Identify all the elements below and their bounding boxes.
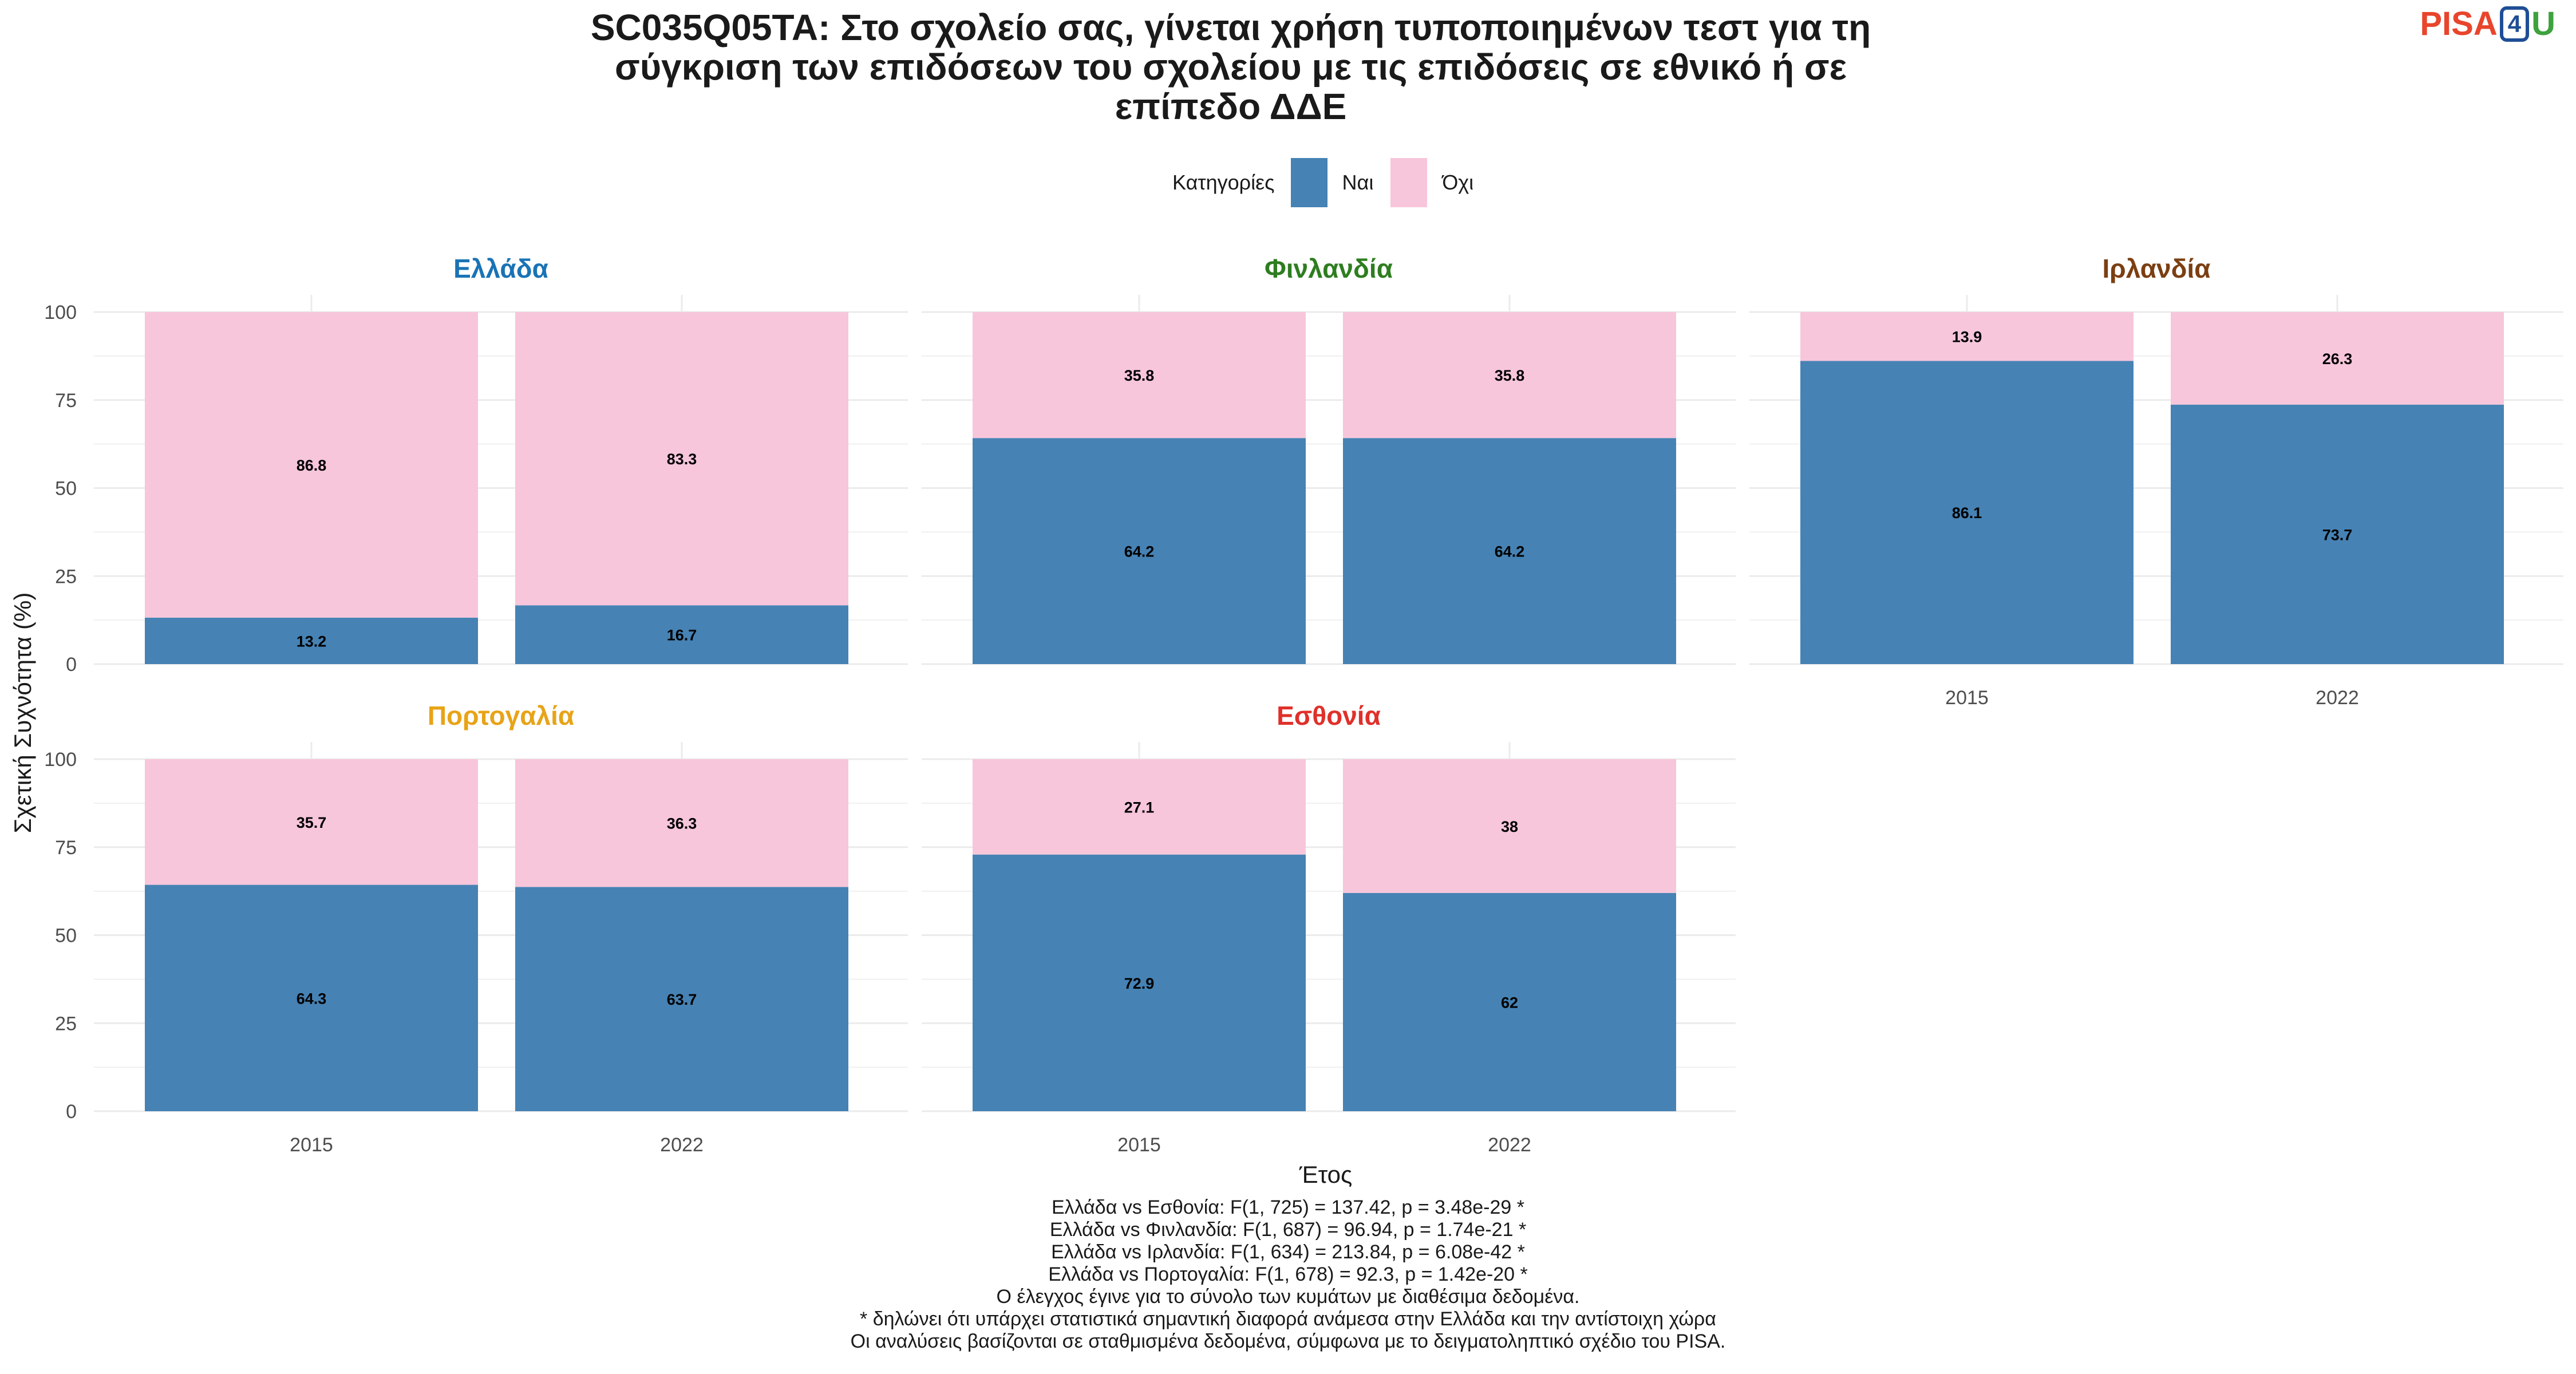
bar-segment-nai (145, 617, 478, 664)
logo-text-pisa: PISA (2420, 5, 2498, 42)
y-tick-label: 75 (55, 390, 77, 412)
bar-segment-nai (2171, 404, 2504, 664)
data-label: 35.7 (297, 814, 327, 831)
legend-key-nai (1290, 158, 1327, 207)
data-label: 83.3 (667, 451, 697, 468)
data-label: 63.7 (667, 991, 697, 1008)
x-tick-label: 2022 (1488, 1134, 1531, 1156)
y-tick-label: 25 (55, 1013, 77, 1035)
data-label: 64.2 (1495, 543, 1525, 560)
bar-segment-oxi (2171, 312, 2504, 405)
panel-title: Πορτογαλία (428, 701, 574, 731)
y-tick-label: 100 (44, 302, 77, 323)
bar-segment-nai (1800, 361, 2134, 664)
data-label: 27.1 (1124, 799, 1155, 816)
data-label: 16.7 (667, 627, 697, 644)
bar-segment-oxi (973, 759, 1306, 855)
bar-segment-oxi (973, 312, 1306, 439)
data-label: 38 (1501, 818, 1518, 835)
bar-segment-nai (973, 438, 1306, 664)
data-label: 13.2 (297, 633, 327, 650)
bar-segment-oxi (145, 312, 478, 618)
panel-title: Εσθονία (1277, 701, 1381, 731)
title-line-3: επίπεδο ΔΔΕ (1115, 86, 1347, 127)
title-line-2: σύγκριση των επιδόσεων του σχολείου με τ… (615, 46, 1847, 88)
footer-line: Ελλάδα vs Ιρλανδία: F(1, 634) = 213.84, … (1051, 1241, 1525, 1263)
bar-segment-oxi (1343, 759, 1676, 893)
y-tick-label: 50 (55, 925, 77, 947)
data-label: 72.9 (1124, 975, 1155, 992)
y-tick-label: 25 (55, 566, 77, 587)
logo-text-u: U (2531, 5, 2555, 42)
bar-segment-oxi (1800, 312, 2134, 361)
data-label: 73.7 (2322, 526, 2353, 543)
data-label: 64.2 (1124, 543, 1155, 560)
y-tick-label: 0 (66, 654, 77, 676)
footer-line: Ελλάδα vs Φινλανδία: F(1, 687) = 96.94, … (1049, 1219, 1527, 1241)
y-tick-label: 50 (55, 478, 77, 500)
panel-title: Φινλανδία (1265, 254, 1393, 283)
bar-segment-nai (515, 887, 848, 1111)
x-tick-label: 2022 (660, 1134, 704, 1156)
x-axis-title: Έτος (1299, 1161, 1353, 1188)
footer-line: * δηλώνει ότι υπάρχει στατιστικά σημαντι… (860, 1308, 1716, 1330)
data-label: 86.1 (1952, 504, 1982, 522)
legend: Κατηγορίες Ναι Όχι (1172, 157, 1491, 208)
title-line-1: SC035Q05TA: Στο σχολείο σας, γίνεται χρή… (590, 7, 1871, 48)
data-label: 36.3 (667, 815, 697, 832)
x-tick-label: 2015 (1117, 1134, 1161, 1156)
data-label: 86.8 (297, 457, 327, 474)
bar-segment-oxi (515, 312, 848, 606)
legend-label-oxi: Όχι (1442, 171, 1474, 194)
x-tick-label: 2015 (290, 1134, 333, 1156)
bar-segment-oxi (1343, 312, 1676, 439)
legend-title: Κατηγορίες (1172, 171, 1275, 194)
footer-notes: Ελλάδα vs Εσθονία: F(1, 725) = 137.42, p… (572, 1197, 2004, 1353)
data-label: 62 (1501, 994, 1518, 1011)
y-tick-label: 75 (55, 837, 77, 859)
bar-segment-nai (145, 885, 478, 1111)
legend-key-oxi (1390, 158, 1428, 207)
footer-line: Οι αναλύσεις βασίζονται σε σταθμισμένα δ… (850, 1330, 1726, 1352)
data-label: 35.8 (1495, 367, 1525, 384)
logo-text-four: 4 (2499, 6, 2530, 42)
x-tick-label: 2015 (1945, 687, 1989, 709)
data-label: 26.3 (2322, 350, 2353, 368)
panel-title: Ελλάδα (453, 254, 548, 283)
bar-segment-nai (973, 854, 1306, 1111)
pisa4u-logo: PISA 4 U (2420, 5, 2555, 43)
footer-line: Ελλάδα vs Πορτογαλία: F(1, 678) = 92.3, … (1048, 1264, 1528, 1285)
data-label: 13.9 (1952, 329, 1982, 346)
panel-title: Ιρλανδία (2102, 254, 2210, 283)
y-tick-label: 0 (66, 1101, 77, 1123)
data-label: 35.8 (1124, 367, 1155, 384)
chart-title: SC035Q05TA: Στο σχολείο σας, γίνεται χρή… (515, 8, 1946, 127)
bar-segment-nai (1343, 438, 1676, 664)
footer-line: Ελλάδα vs Εσθονία: F(1, 725) = 137.42, p… (1051, 1197, 1524, 1218)
data-label: 64.3 (297, 990, 327, 1007)
bar-segment-oxi (145, 759, 478, 885)
bar-segment-nai (1343, 893, 1676, 1111)
x-tick-label: 2022 (2316, 687, 2359, 709)
y-axis-title: Σχετική Συχνότητα (%) (9, 593, 36, 834)
y-tick-label: 100 (44, 749, 77, 771)
bar-segment-nai (515, 605, 848, 664)
legend-label-nai: Ναι (1342, 171, 1374, 194)
bar-segment-oxi (515, 759, 848, 887)
footer-line: Ο έλεγχος έγινε για το σύνολο των κυμάτω… (996, 1286, 1580, 1308)
